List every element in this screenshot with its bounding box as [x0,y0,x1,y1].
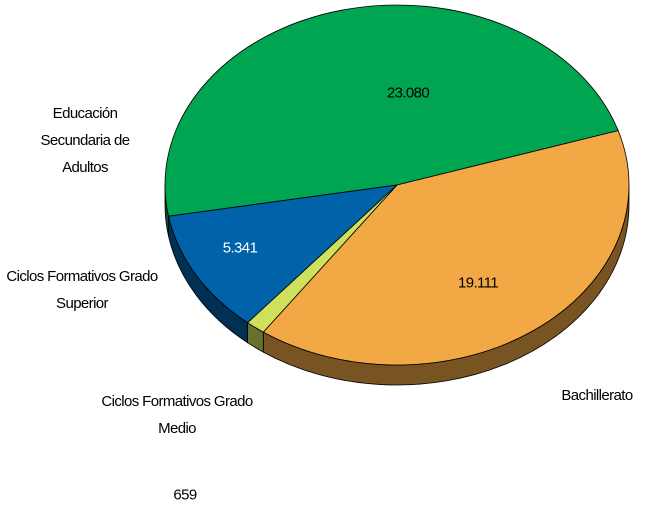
pie-slice [262,130,630,366]
value-label: 23.080 [386,84,430,102]
pie-slice [164,4,619,217]
value-label: 5.341 [222,239,258,257]
category-label: Educación Secundaria de Adultos [40,104,131,176]
category-label: Ciclos Formativos Grado Superior [6,268,158,312]
value-label: 19.111 [457,274,499,292]
value-label: 659 [173,486,197,504]
category-label: Bachillerato [561,386,633,404]
category-label: Ciclos Formativos Grado Medio [101,393,253,437]
pie-slice [168,184,399,324]
